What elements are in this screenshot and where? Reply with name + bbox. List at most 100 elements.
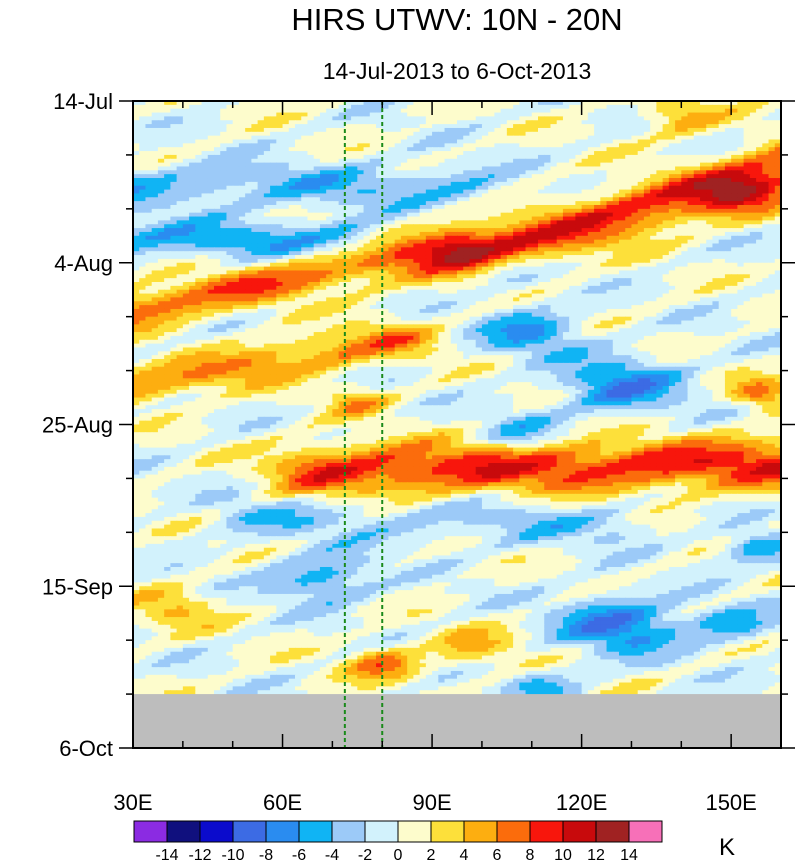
- field-cell: [538, 243, 545, 248]
- field-cell: [693, 185, 701, 191]
- field-cell: [295, 247, 302, 252]
- field-cell: [326, 243, 333, 248]
- field-cell: [506, 243, 514, 248]
- field-cell: [382, 147, 390, 152]
- field-cell: [189, 154, 196, 160]
- field-cell: [363, 243, 371, 248]
- field-cell: [581, 201, 589, 206]
- field-cell: [344, 204, 352, 210]
- field-cell: [469, 112, 477, 117]
- field-cell: [693, 143, 701, 148]
- field-cell: [556, 193, 564, 198]
- field-cell: [656, 127, 664, 133]
- field-cell: [519, 270, 527, 275]
- field-cell: [245, 239, 252, 245]
- field-cell: [519, 162, 527, 168]
- field-cell: [581, 101, 589, 106]
- field-cell: [201, 216, 209, 221]
- field-cell: [450, 278, 458, 283]
- field-cell: [189, 197, 196, 202]
- field-cell: [656, 158, 664, 164]
- field-cell: [450, 239, 458, 245]
- field-cell: [351, 224, 358, 229]
- field-cell: [388, 124, 396, 129]
- field-cell: [488, 197, 495, 202]
- field-cell: [650, 178, 657, 183]
- field-cell: [282, 197, 290, 202]
- field-cell: [276, 228, 284, 233]
- field-cell: [687, 201, 695, 206]
- field-cell: [444, 212, 452, 218]
- field-cell: [737, 178, 745, 183]
- field-cell: [619, 224, 626, 229]
- field-cell: [606, 216, 614, 221]
- field-cell: [363, 197, 371, 202]
- field-cell: [494, 116, 502, 121]
- field-cell: [189, 158, 196, 164]
- field-cell: [319, 139, 327, 144]
- field-cell: [282, 258, 290, 264]
- field-cell: [675, 151, 682, 156]
- field-cell: [307, 108, 315, 114]
- field-cell: [157, 162, 165, 168]
- field-cell: [693, 262, 701, 268]
- field-cell: [369, 243, 377, 248]
- field-cell: [363, 189, 371, 195]
- field-cell: [631, 127, 639, 133]
- field-cell: [307, 185, 315, 191]
- field-cell: [313, 262, 321, 268]
- field-cell: [301, 274, 309, 279]
- field-cell: [400, 255, 408, 260]
- field-cell: [569, 101, 576, 106]
- field-cell: [201, 127, 209, 133]
- field-cell: [257, 174, 265, 179]
- field-cell: [731, 158, 738, 164]
- field-cell: [425, 231, 433, 237]
- field-cell: [562, 124, 570, 129]
- field-cell: [494, 204, 502, 210]
- field-cell: [450, 208, 458, 214]
- field-cell: [756, 212, 763, 218]
- field-cell: [313, 101, 321, 106]
- field-cell: [288, 154, 296, 160]
- field-cell: [400, 262, 408, 268]
- field-cell: [276, 247, 284, 252]
- field-cell: [319, 162, 327, 168]
- field-cell: [344, 231, 352, 237]
- field-cell: [195, 258, 203, 264]
- field-cell: [195, 108, 203, 114]
- field-cell: [619, 127, 626, 133]
- field-cell: [625, 282, 633, 287]
- field-cell: [693, 197, 701, 202]
- field-cell: [737, 162, 745, 168]
- field-cell: [550, 270, 558, 275]
- field-cell: [724, 170, 732, 175]
- field-cell: [232, 127, 240, 133]
- field-cell: [768, 255, 776, 260]
- field-cell: [319, 197, 327, 202]
- field-cell: [569, 124, 576, 129]
- field-cell: [575, 224, 583, 229]
- field-cell: [500, 224, 508, 229]
- field-cell: [326, 174, 333, 179]
- field-cell: [319, 212, 327, 218]
- field-cell: [407, 231, 414, 237]
- field-cell: [700, 228, 707, 233]
- field-cell: [438, 235, 446, 241]
- field-cell: [544, 170, 552, 175]
- field-cell: [338, 139, 346, 144]
- field-cell: [363, 274, 371, 279]
- field-cell: [631, 258, 639, 264]
- field-cell: [438, 247, 446, 252]
- field-cell: [544, 147, 552, 152]
- field-cell: [650, 270, 657, 275]
- field-cell: [332, 243, 340, 248]
- field-cell: [344, 278, 352, 283]
- field-cell: [513, 270, 520, 275]
- field-cell: [201, 228, 209, 233]
- field-cell: [463, 251, 471, 256]
- field-cell: [637, 127, 645, 133]
- field-cell: [625, 216, 633, 221]
- field-cell: [643, 139, 651, 144]
- field-cell: [326, 282, 333, 287]
